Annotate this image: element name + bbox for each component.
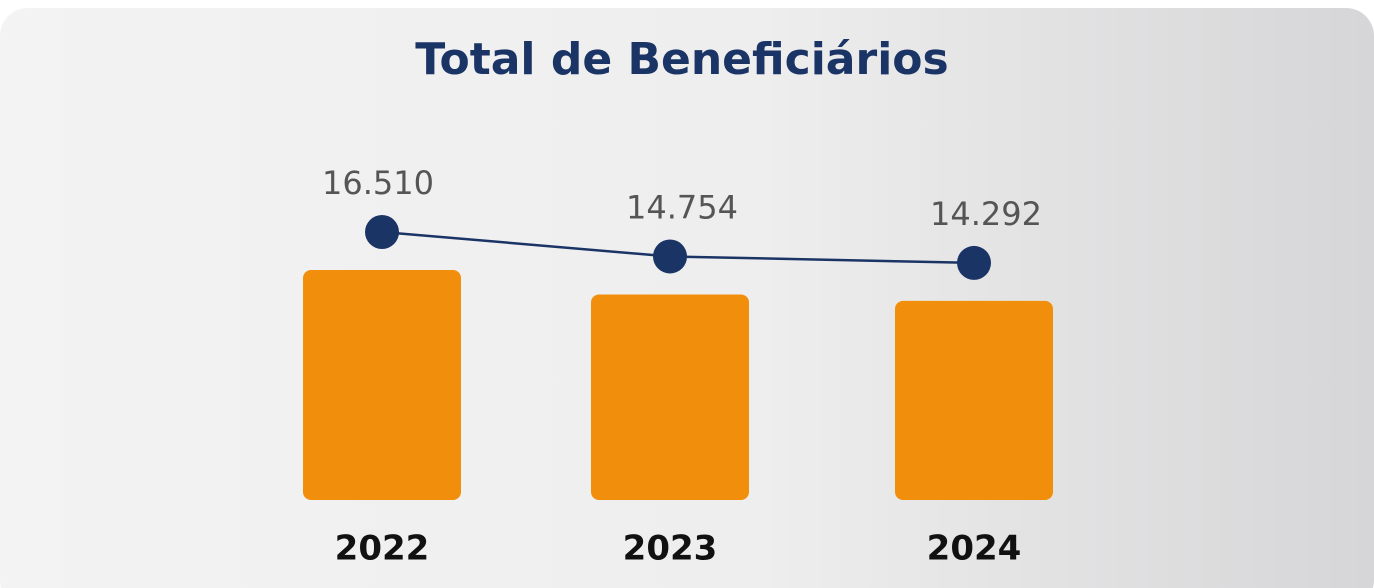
x-tick-label: 2024 xyxy=(927,529,1022,569)
bar xyxy=(591,294,749,500)
value-label: 16.510 xyxy=(322,164,434,202)
dot xyxy=(957,245,991,280)
dot xyxy=(365,215,399,249)
bar xyxy=(303,270,461,500)
x-tick-label: 2022 xyxy=(335,529,430,569)
value-label: 14.754 xyxy=(626,188,738,226)
x-tick-label: 2023 xyxy=(623,529,718,569)
bar xyxy=(895,300,1053,500)
dot xyxy=(653,239,687,274)
chart-title: Total de Beneficiários xyxy=(415,34,948,85)
value-label: 14.292 xyxy=(930,195,1042,233)
